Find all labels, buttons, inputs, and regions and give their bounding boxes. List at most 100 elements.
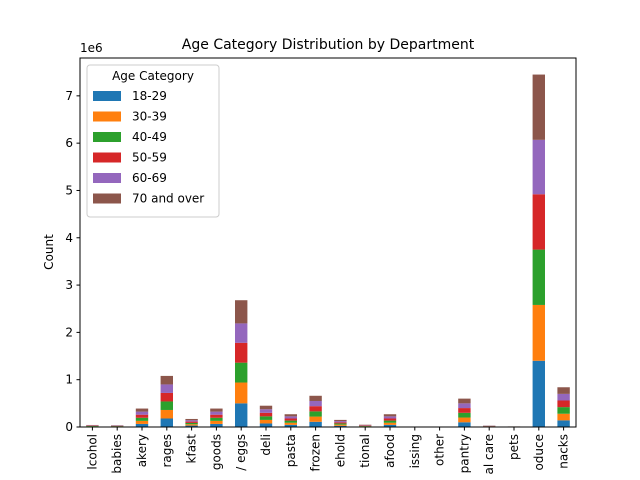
bar-segment-frozen-2 (309, 411, 322, 417)
bar-segment-produce-5 (532, 74, 545, 140)
bar-segment-breakfast-3 (185, 421, 198, 423)
y-tick-label: 1 (65, 373, 73, 387)
bar-segment-dairy-eggs-5 (235, 300, 248, 324)
legend-label-5: 70 and over (132, 192, 204, 206)
bar-segment-breakfast-5 (185, 418, 198, 421)
bar-segment-deli-3 (259, 412, 273, 417)
bar-segment-canned-goods-0 (210, 423, 223, 427)
bar-segment-pantry-4 (458, 403, 471, 409)
y-tick-label: 0 (65, 420, 73, 434)
legend-swatch-2 (93, 132, 121, 142)
bar-segment-breakfast-0 (185, 425, 198, 427)
y-tick-label: 4 (65, 231, 73, 245)
x-tick-label: babies (110, 434, 124, 474)
bar-segment-canned-goods-2 (210, 417, 223, 421)
x-tick-label: goods (209, 434, 223, 470)
bar-segment-snacks-4 (557, 393, 570, 401)
bar-segment-frozen-5 (309, 395, 322, 401)
bar-segment-produce-3 (532, 194, 545, 250)
bars-group (86, 74, 570, 427)
y-offset-label: 1e6 (80, 41, 103, 55)
bar-segment-bakery-4 (135, 411, 149, 415)
x-tick-label: pasta (284, 434, 298, 467)
bar-segment-household-1 (334, 424, 347, 426)
bar-segment-bakery-0 (135, 423, 149, 427)
bar-segment-beverages-3 (160, 392, 173, 402)
bar-segment-beverages-2 (160, 401, 173, 410)
x-tick-label: pantry (457, 434, 471, 473)
bar-segment-meat-seafood-3 (383, 418, 397, 421)
bar-segment-dry-goods-pasta-1 (284, 422, 297, 425)
bar-segment-household-4 (334, 421, 347, 423)
legend-items: 18-29 30-39 40-49 50-59 60-69 70 and over (93, 89, 204, 206)
x-tick-label: oduce (532, 434, 546, 471)
y-axis-label: Count (42, 234, 56, 270)
y-tick-label: 3 (65, 278, 73, 292)
bar-segment-produce-4 (532, 139, 545, 195)
bar-segment-dairy-eggs-1 (235, 382, 248, 404)
y-tick-label: 7 (65, 89, 73, 103)
bar-segment-dairy-eggs-3 (235, 342, 248, 363)
bar-segment-dairy-eggs-0 (235, 403, 248, 427)
bar-segment-deli-1 (259, 419, 273, 424)
legend-title: Age Category (112, 69, 194, 83)
bar-segment-breakfast-2 (185, 422, 198, 425)
bar-segment-beverages-4 (160, 384, 173, 393)
bar-segment-bakery-3 (135, 414, 149, 418)
bar-segment-pantry-0 (458, 422, 471, 427)
bar-segment-pantry-1 (458, 417, 471, 423)
bar-segment-pantry-5 (458, 398, 471, 404)
bar-segment-meat-seafood-2 (383, 420, 397, 423)
bar-segment-breakfast-1 (185, 424, 198, 426)
bar-segment-canned-goods-5 (210, 408, 223, 412)
legend-label-4: 60-69 (132, 171, 167, 185)
y-tick-label: 6 (65, 136, 73, 150)
bar-segment-snacks-1 (557, 413, 570, 421)
bar-segment-household-2 (334, 423, 347, 425)
bar-segment-dairy-eggs-2 (235, 362, 248, 383)
bar-segment-beverages-1 (160, 409, 173, 419)
legend-swatch-5 (93, 193, 121, 204)
x-tick-label: afood (383, 434, 397, 468)
legend-label-3: 50-59 (132, 151, 167, 165)
bar-segment-deli-4 (259, 409, 273, 413)
bar-segment-pantry-2 (458, 412, 471, 418)
bar-segment-bakery-5 (135, 408, 149, 412)
x-tick-label: / eggs (234, 434, 248, 471)
legend-label-1: 30-39 (132, 110, 167, 124)
x-tick-label: kfast (185, 434, 199, 464)
bar-segment-dry-goods-pasta-2 (284, 420, 297, 423)
bar-segment-beverages-5 (160, 375, 173, 385)
bar-segment-household-0 (334, 425, 347, 427)
bar-segment-dry-goods-pasta-4 (284, 416, 297, 419)
x-tick-label: frozen (309, 434, 323, 472)
y-tick-label: 2 (65, 325, 73, 339)
legend-swatch-0 (93, 91, 121, 101)
bar-segment-frozen-3 (309, 406, 322, 412)
x-tick-label: pets (507, 434, 521, 460)
bar-segment-meat-seafood-5 (383, 414, 397, 417)
bar-segment-dry-goods-pasta-3 (284, 418, 297, 421)
bar-segment-bakery-1 (135, 420, 149, 424)
bar-segment-canned-goods-1 (210, 420, 223, 424)
bar-segment-household-5 (334, 419, 347, 422)
x-tick-label: ehold (333, 434, 347, 467)
bar-segment-produce-2 (532, 249, 545, 305)
bar-segment-meat-seafood-0 (383, 424, 397, 427)
legend-label-0: 18-29 (132, 89, 167, 103)
bar-segment-frozen-1 (309, 416, 322, 422)
bar-segment-meat-seafood-4 (383, 416, 397, 419)
bar-segment-deli-2 (259, 416, 273, 420)
bar-segment-breakfast-4 (185, 420, 198, 422)
x-tick-label: tional (358, 434, 372, 468)
bar-segment-deli-0 (259, 423, 273, 427)
x-tick-label: akery (135, 434, 149, 467)
bar-segment-produce-1 (532, 304, 545, 361)
bar-segment-deli-5 (259, 405, 273, 410)
bar-segment-frozen-0 (309, 421, 322, 427)
x-tick-label: nacks (557, 434, 571, 469)
legend-label-2: 40-49 (132, 130, 167, 144)
x-axis-ticks: lcohol babies akery rages kfast goods / eggs de… (85, 427, 571, 475)
bar-segment-produce-0 (532, 360, 545, 427)
